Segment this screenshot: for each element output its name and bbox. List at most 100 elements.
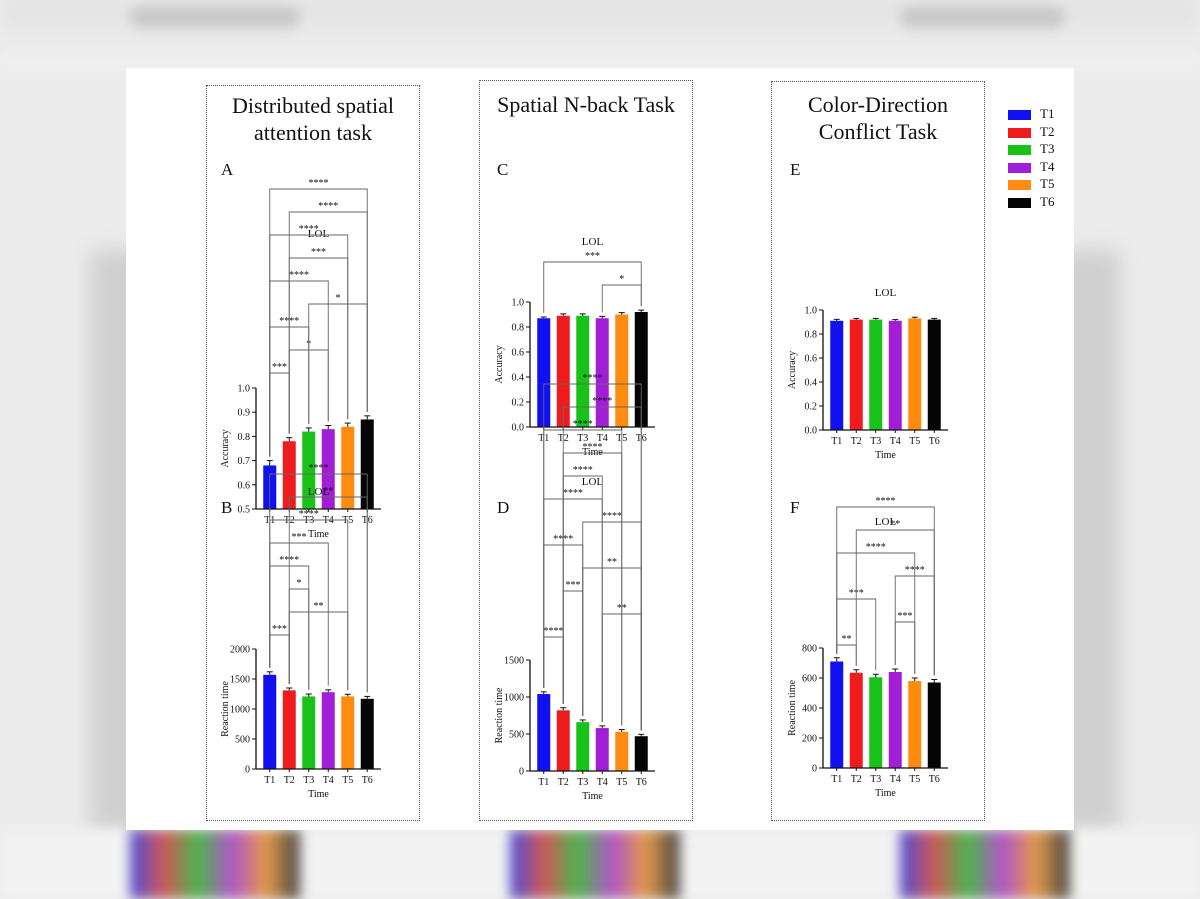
bar-t3 — [576, 722, 590, 771]
significance-label: **** — [299, 224, 319, 235]
y-axis-label: Accuracy — [494, 345, 505, 383]
y-tick-label: 0.4 — [512, 373, 525, 384]
significance-label: **** — [866, 542, 886, 553]
subplot-label-b: B — [221, 498, 233, 517]
y-tick-label: 500 — [509, 730, 524, 741]
x-tick-label: T5 — [342, 775, 353, 786]
legend-swatch — [1008, 127, 1031, 138]
x-tick-label: T4 — [890, 774, 901, 785]
x-tick-label: T5 — [616, 777, 627, 788]
subplot-label-c: C — [497, 160, 509, 179]
y-tick-label: 800 — [802, 644, 817, 655]
x-tick-label: T1 — [831, 436, 842, 447]
subplot-label-f: F — [790, 498, 800, 517]
significance-label: ** — [314, 601, 324, 612]
x-tick-label: T1 — [831, 774, 842, 785]
y-tick-label: 0 — [245, 765, 250, 776]
x-tick-label: T3 — [577, 433, 588, 444]
y-tick-label: 0.9 — [238, 408, 251, 419]
y-axis-label: Reaction time — [787, 680, 798, 736]
bar-t3 — [869, 677, 883, 768]
y-tick-label: 2000 — [230, 645, 250, 656]
x-tick-label: T3 — [870, 774, 881, 785]
bar-t6 — [634, 312, 648, 427]
significance-label: ** — [323, 486, 333, 497]
y-tick-label: 1.0 — [238, 384, 251, 395]
y-axis-label: Reaction time — [220, 681, 231, 737]
bar-t2 — [556, 315, 570, 427]
x-tick-label: T2 — [558, 777, 569, 788]
x-tick-label: T5 — [909, 436, 920, 447]
x-tick-label: T4 — [597, 433, 608, 444]
y-tick-label: 1500 — [230, 675, 250, 686]
bar-t5 — [615, 314, 629, 427]
legend-swatch — [1008, 197, 1031, 208]
x-tick-label: T6 — [636, 777, 647, 788]
bar-t4 — [888, 320, 902, 430]
significance-bracket — [543, 498, 603, 722]
y-tick-label: 1000 — [230, 705, 250, 716]
y-tick-label: 0.2 — [805, 402, 818, 413]
chart-e-accuracy: LOL 0.0 0.2 0.4 0.6 0.8 1.0 T1 T2 T3 T4 T5 T6 Time Acc… — [787, 287, 948, 461]
significance-label: ** — [607, 557, 617, 568]
significance-label: *** — [311, 247, 326, 258]
significance-label: *** — [272, 624, 287, 635]
x-tick-label: T2 — [284, 775, 295, 786]
bar-t6 — [634, 736, 648, 771]
significance-label: **** — [289, 270, 309, 281]
significance-label: ** — [842, 634, 852, 645]
x-tick-label: T1 — [538, 777, 549, 788]
y-tick-label: 1000 — [504, 693, 524, 704]
significance-label: **** — [583, 442, 603, 453]
x-tick-label: T6 — [362, 775, 373, 786]
significance-bracket — [543, 383, 642, 731]
legend-swatch — [1008, 180, 1031, 191]
y-tick-label: 400 — [802, 704, 817, 715]
x-axis-label: Time — [875, 450, 896, 461]
bar-t2 — [849, 319, 863, 430]
y-tick-label: 0.0 — [805, 426, 818, 437]
legend-item-t5: T5 — [1008, 176, 1078, 194]
bar-t1 — [263, 674, 277, 769]
bar-t4 — [321, 429, 335, 509]
x-tick-label: T1 — [264, 775, 275, 786]
bar-t1 — [537, 694, 551, 771]
chart-title: LOL — [875, 516, 897, 528]
y-axis-label: Reaction time — [494, 687, 505, 743]
significance-bracket — [582, 521, 642, 731]
legend-item-t3: T3 — [1008, 141, 1078, 159]
y-axis-label: Accuracy — [787, 351, 798, 389]
x-tick-label: T4 — [890, 436, 901, 447]
y-tick-label: 0.8 — [512, 323, 525, 334]
y-tick-label: 0.8 — [805, 330, 818, 341]
significance-label: *** — [585, 251, 600, 262]
significance-label: **** — [563, 488, 583, 499]
x-tick-label: T6 — [929, 774, 940, 785]
legend-item-t2: T2 — [1008, 124, 1078, 142]
significance-bracket — [836, 506, 935, 676]
bar-t5 — [341, 696, 355, 769]
bar-t1 — [830, 661, 844, 768]
x-tick-label: T3 — [870, 436, 881, 447]
bar-t3 — [302, 696, 316, 769]
significance-bracket — [308, 303, 368, 424]
bar-t4 — [321, 692, 335, 769]
y-tick-label: 0 — [519, 767, 524, 778]
significance-label: **** — [573, 465, 593, 476]
legend-item-t1: T1 — [1008, 106, 1078, 124]
blurred-bottom-background — [0, 830, 1200, 899]
x-axis-label: Time — [582, 791, 603, 802]
significance-label: **** — [309, 463, 329, 474]
bar-t2 — [556, 710, 570, 771]
subplot-label-e: E — [790, 160, 801, 179]
chart-title: LOL — [875, 287, 897, 299]
bar-t5 — [908, 681, 922, 768]
significance-label: * — [297, 578, 302, 589]
panel-title: Distributed spatial attention task — [232, 93, 394, 145]
bar-t5 — [908, 318, 922, 430]
significance-bracket — [562, 590, 584, 716]
x-tick-label: T3 — [577, 777, 588, 788]
bar-t2 — [849, 672, 863, 768]
chart-b-reaction-time: LOL 0 500 1000 1500 2000 T1 T2 T3 T4 T5 T6 Time React… — [220, 463, 381, 800]
bar-t3 — [869, 319, 883, 430]
